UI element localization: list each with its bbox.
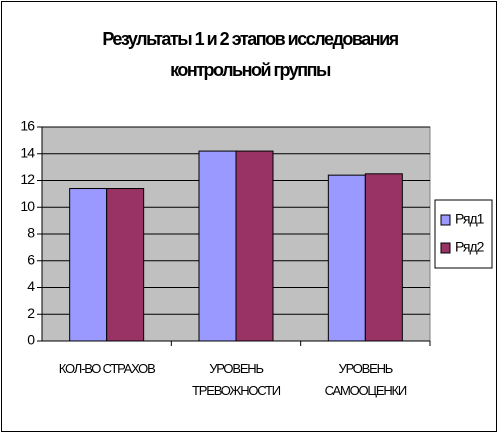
x-tick-label: УРОВЕНЬ САМООЦЕНКИ — [324, 361, 408, 398]
legend-box — [434, 199, 493, 269]
legend-label: Ряд1 — [455, 211, 485, 227]
bar — [198, 150, 237, 342]
y-tick-label: 8 — [27, 225, 35, 241]
bar — [327, 174, 366, 342]
bar — [364, 173, 403, 342]
y-tick-label: 2 — [27, 305, 35, 321]
bar — [69, 188, 108, 342]
legend-label: Ряд2 — [455, 239, 485, 255]
y-tick-label: 14 — [20, 144, 35, 160]
legend-swatch — [440, 214, 451, 226]
y-tick-label: 10 — [20, 198, 35, 214]
legend-swatch — [440, 242, 451, 254]
bar — [106, 188, 145, 342]
y-tick-label: 12 — [20, 171, 35, 187]
chart-title: Результаты 1 и 2 этапов исследования кон… — [102, 29, 399, 80]
x-tick-label: УРОВЕНЬ ТРЕВОЖНОСТИ — [192, 361, 281, 398]
y-tick-label: 4 — [27, 278, 35, 294]
bar — [235, 150, 274, 342]
y-tick-label: 16 — [20, 118, 35, 134]
y-tick-label: 0 — [27, 332, 35, 348]
x-tick-label: КОЛ-ВО СТРАХОВ — [58, 361, 156, 376]
y-tick-label: 6 — [27, 251, 35, 267]
